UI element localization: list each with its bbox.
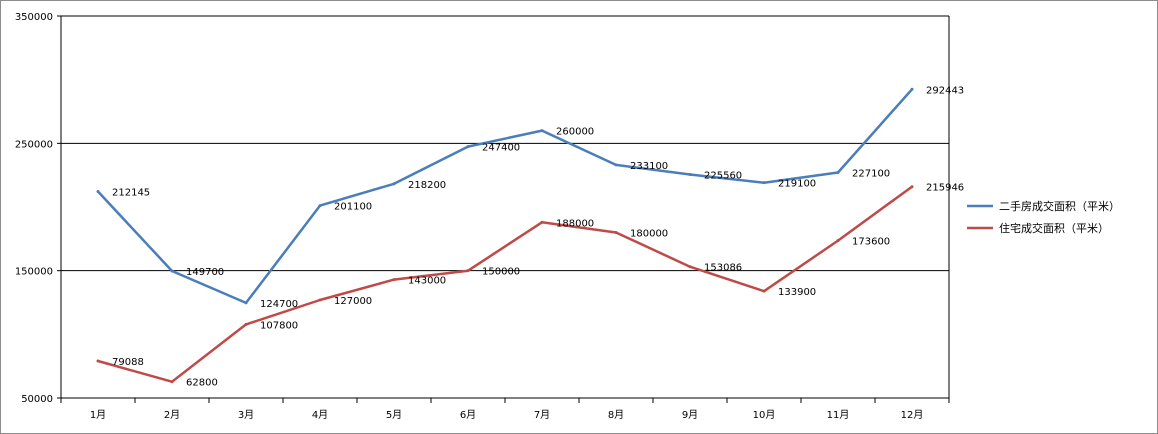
axes: 50000 150000 250000 350000 1月 2月 3月 4月 5月 6月 7月 8月 9… — [15, 12, 950, 421]
y-tick-label: 50000 — [21, 394, 53, 405]
x-tick-label: 5月 — [386, 409, 402, 421]
data-point — [762, 181, 766, 185]
data-point — [392, 182, 396, 186]
data-point — [318, 204, 322, 208]
data-point — [688, 265, 692, 269]
data-label: 107800 — [260, 320, 298, 331]
x-tick-label: 9月 — [682, 409, 698, 421]
data-point — [688, 172, 692, 176]
legend-label-1: 住宅成交面积（平米） — [999, 221, 1109, 235]
data-point — [466, 145, 470, 149]
y-tick-label: 150000 — [15, 267, 53, 278]
data-label: 127000 — [334, 296, 372, 307]
x-tick-label: 8月 — [608, 409, 624, 421]
data-point — [614, 230, 618, 234]
data-label: 212145 — [112, 188, 150, 199]
data-point — [318, 298, 322, 302]
data-labels: 212145 149700 124700 201100 218200 247400 2600… — [112, 85, 964, 388]
data-label: 201100 — [334, 202, 372, 213]
x-tick-label: 12月 — [901, 409, 924, 421]
x-tick-label: 3月 — [238, 409, 254, 421]
data-point — [762, 289, 766, 293]
data-label: 260000 — [556, 127, 594, 138]
data-point — [836, 239, 840, 243]
data-label: 124700 — [260, 299, 298, 310]
data-point — [96, 359, 100, 363]
data-point — [910, 185, 914, 189]
data-label: 225560 — [704, 170, 742, 181]
data-label: 247400 — [482, 143, 520, 154]
data-label: 173600 — [852, 237, 890, 248]
data-label: 79088 — [112, 357, 144, 368]
data-point — [170, 380, 174, 384]
data-point — [392, 278, 396, 282]
series-line-0 — [97, 88, 913, 305]
data-label: 62800 — [186, 378, 218, 389]
data-point — [836, 170, 840, 174]
data-label: 215946 — [926, 183, 964, 194]
data-point — [540, 129, 544, 133]
data-label: 188000 — [556, 218, 594, 229]
data-label: 143000 — [408, 276, 446, 287]
data-point — [614, 163, 618, 167]
data-point — [910, 87, 914, 91]
data-label: 227100 — [852, 168, 890, 179]
data-label: 153086 — [704, 263, 742, 274]
data-label: 218200 — [408, 180, 446, 191]
y-tick-label: 250000 — [15, 139, 53, 150]
data-point — [96, 190, 100, 194]
data-label: 133900 — [778, 287, 816, 298]
x-tick-label: 4月 — [312, 409, 328, 421]
data-label: 150000 — [482, 267, 520, 278]
legend: 二手房成交面积（平米） 住宅成交面积（平米） — [967, 199, 1120, 235]
data-point — [540, 220, 544, 224]
x-tick-label: 11月 — [827, 409, 850, 421]
data-point — [466, 269, 470, 273]
data-label: 292443 — [926, 85, 964, 96]
x-tick-label: 1月 — [90, 409, 106, 421]
data-label: 219100 — [778, 179, 816, 190]
x-tick-label: 10月 — [753, 409, 776, 421]
series-lines — [96, 87, 914, 384]
y-tick-label: 350000 — [15, 12, 53, 23]
x-tick-label: 7月 — [534, 409, 550, 421]
data-point — [244, 322, 248, 326]
data-point — [244, 301, 248, 305]
data-label: 233100 — [630, 161, 668, 172]
data-label: 180000 — [630, 228, 668, 239]
data-point — [170, 269, 174, 273]
legend-label-0: 二手房成交面积（平米） — [999, 199, 1120, 213]
x-tick-label: 6月 — [460, 409, 476, 421]
data-label: 149700 — [186, 267, 224, 278]
x-tick-label: 2月 — [164, 409, 180, 421]
series-line-1 — [97, 185, 913, 383]
